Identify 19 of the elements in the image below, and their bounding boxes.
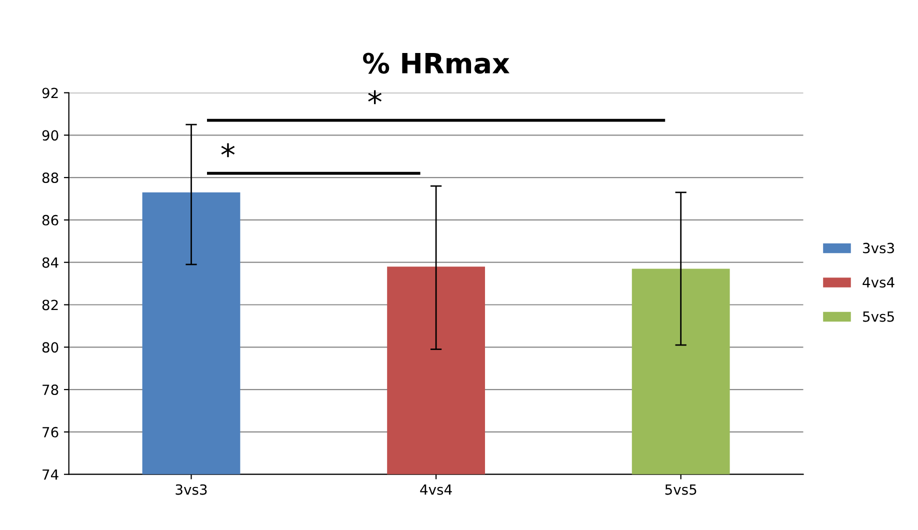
legend-label: 3vs3 (863, 242, 894, 254)
annotation: * (368, 90, 382, 104)
y-tick-label: 82 (42, 300, 58, 310)
legend-label: 4vs4 (862, 277, 894, 288)
annotation: * (221, 143, 235, 158)
y-tick-label: 88 (42, 172, 58, 184)
y-tick-label: 84 (42, 257, 58, 268)
y-tick-label: 78 (42, 384, 58, 396)
x-tick-label: 5vs5 (665, 484, 696, 495)
y-tick-label: 92 (42, 88, 58, 98)
x-tick-label: 4vs4 (420, 484, 452, 495)
y-tick-label: 86 (42, 214, 58, 226)
chart-title: % HRmax (363, 52, 510, 74)
y-tick-label: 90 (42, 130, 58, 141)
x-tick-label: 3vs3 (176, 484, 207, 495)
y-tick-label: 80 (42, 342, 58, 353)
y-tick-label: 74 (42, 470, 58, 480)
legend-label: 5vs5 (863, 312, 894, 322)
y-tick-label: 76 (42, 426, 58, 438)
